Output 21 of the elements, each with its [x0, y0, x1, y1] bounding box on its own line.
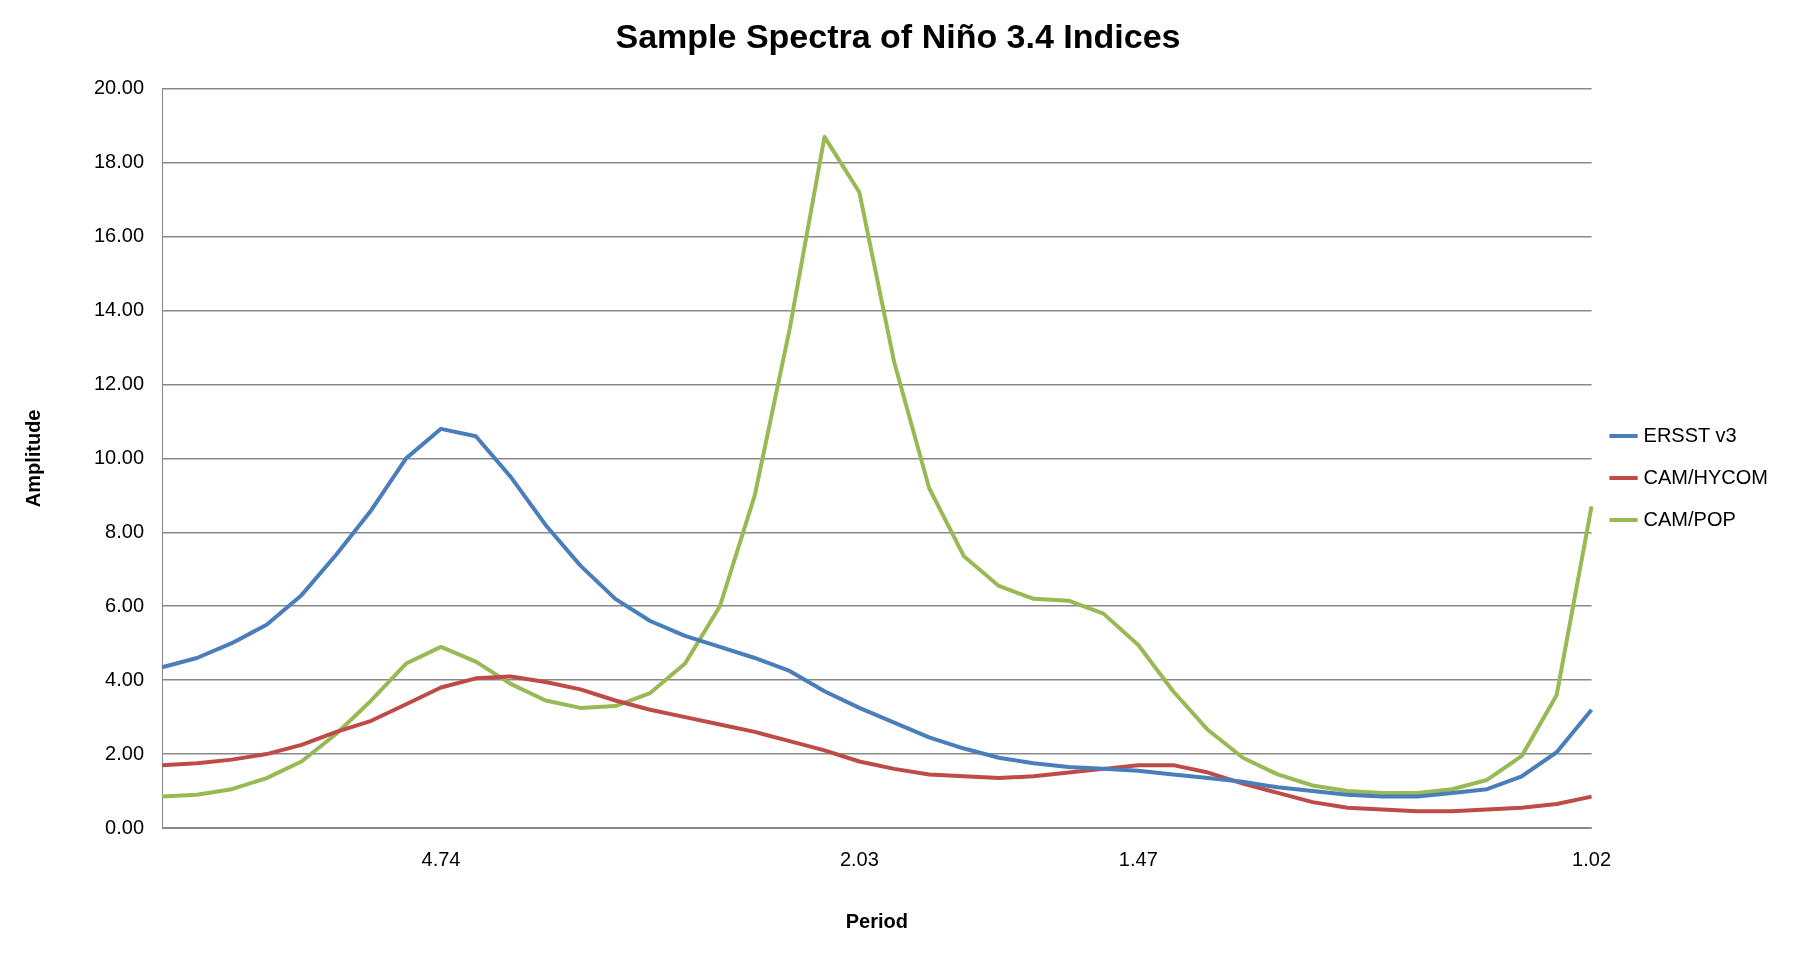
- y-tick-label: 20.00: [93, 76, 145, 99]
- y-tick-label: 4.00: [105, 667, 145, 690]
- y-tick-label: 10.00: [93, 445, 145, 468]
- y-tick-label: 8.00: [105, 519, 145, 542]
- x-tick-label: 1.47: [1118, 847, 1158, 870]
- legend-label: ERSST v3: [1643, 423, 1737, 446]
- x-axis-title: Period: [845, 909, 908, 932]
- legend-label: CAM/POP: [1643, 507, 1736, 530]
- y-tick-label: 12.00: [93, 372, 145, 394]
- chart-title: Sample Spectra of Niño 3.4 Indices: [615, 16, 1181, 55]
- y-tick-label: 14.00: [93, 298, 145, 321]
- x-tick-label: 2.03: [839, 847, 879, 870]
- x-tick-label: 1.02: [1572, 847, 1612, 870]
- y-tick-label: 2.00: [105, 741, 145, 764]
- y-tick-label: 18.00: [93, 150, 145, 173]
- y-tick-label: 0.00: [105, 815, 145, 838]
- y-tick-label: 6.00: [105, 593, 145, 616]
- legend-label: CAM/HYCOM: [1643, 465, 1769, 488]
- y-axis-title: Amplitude: [21, 409, 44, 508]
- x-tick-label: 4.74: [421, 847, 461, 870]
- y-tick-label: 16.00: [93, 224, 145, 247]
